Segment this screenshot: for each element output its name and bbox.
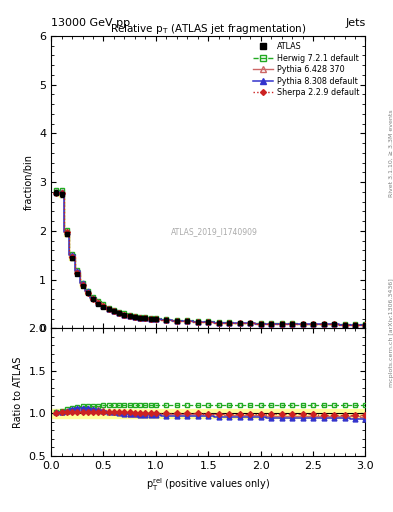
Text: mcplots.cern.ch [arXiv:1306.3436]: mcplots.cern.ch [arXiv:1306.3436]: [389, 279, 393, 387]
Text: Jets: Jets: [345, 18, 365, 28]
Title: Relative $p_{T}$ (ATLAS jet fragmentation): Relative $p_{T}$ (ATLAS jet fragmentatio…: [110, 22, 307, 36]
Text: 13000 GeV pp: 13000 GeV pp: [51, 18, 130, 28]
Bar: [51, 409, 365, 417]
X-axis label: $p_{\rm T}^{\rm rel}$ (positive values only): $p_{\rm T}^{\rm rel}$ (positive values o…: [146, 476, 270, 493]
Legend: ATLAS, Herwig 7.2.1 default, Pythia 6.428 370, Pythia 8.308 default, Sherpa 2.2.: ATLAS, Herwig 7.2.1 default, Pythia 6.42…: [250, 40, 362, 99]
Text: ATLAS_2019_I1740909: ATLAS_2019_I1740909: [171, 227, 258, 237]
Y-axis label: fraction/bin: fraction/bin: [24, 154, 33, 210]
Y-axis label: Ratio to ATLAS: Ratio to ATLAS: [13, 356, 23, 428]
Text: Rivet 3.1.10, ≥ 3.3M events: Rivet 3.1.10, ≥ 3.3M events: [389, 110, 393, 198]
